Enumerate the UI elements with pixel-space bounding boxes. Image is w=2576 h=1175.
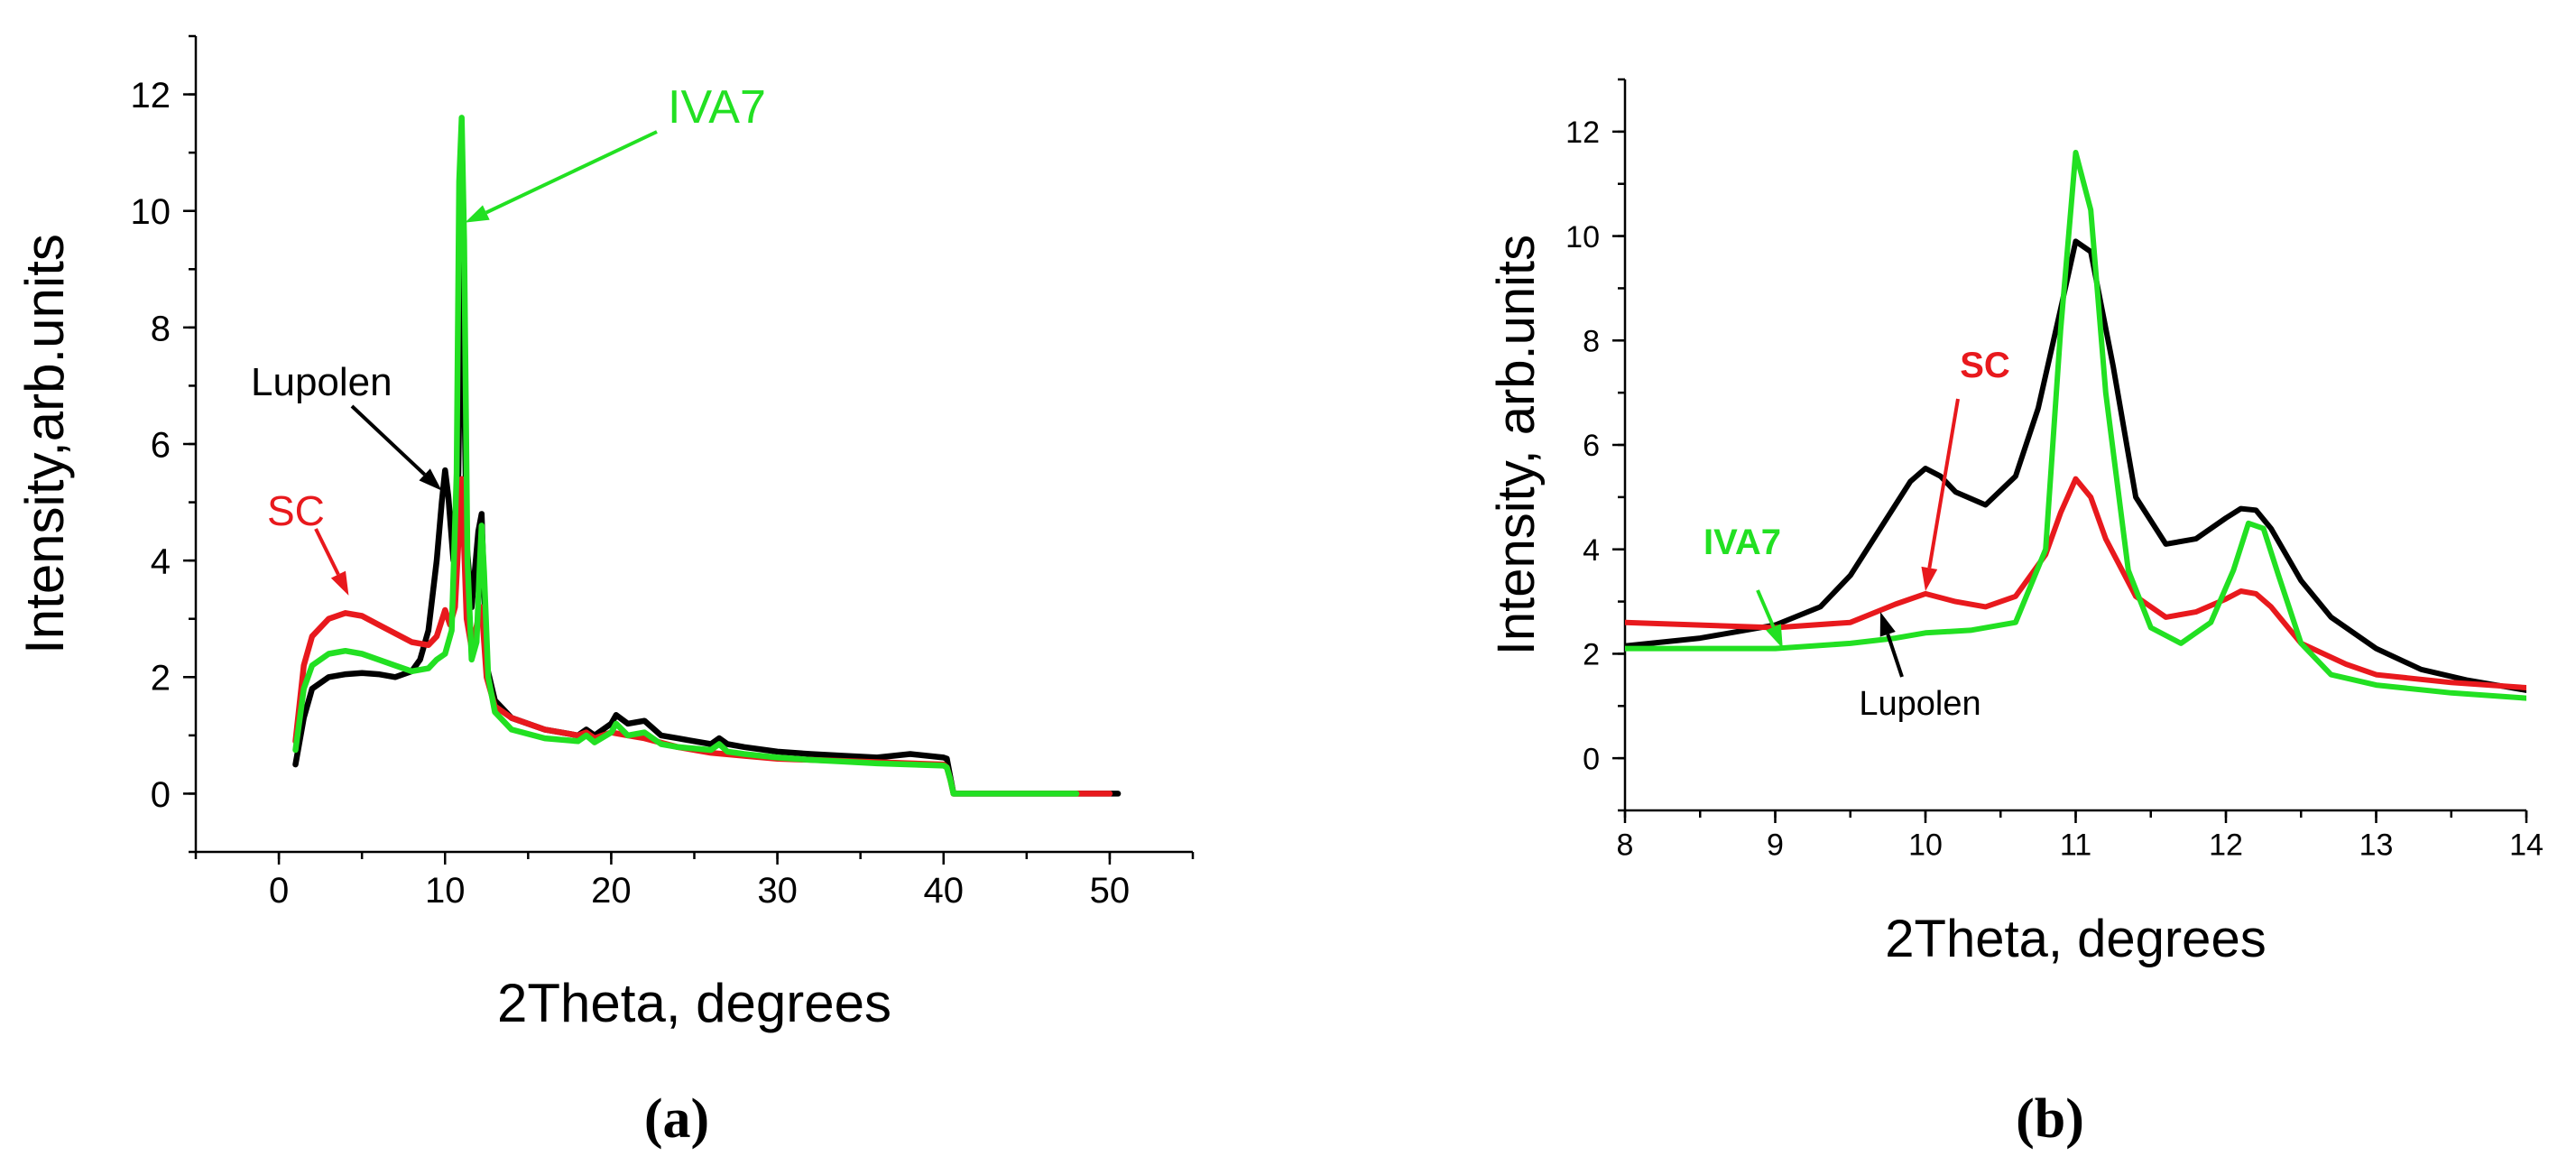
x-tick-label: 9 [1767,828,1784,863]
annotation-label: IVA7 [668,81,766,134]
x-axis-title: 2Theta, degrees [1885,910,2266,968]
y-tick-label: 6 [1583,429,1600,463]
arrow-shaft [314,528,340,576]
y-tick-label: 8 [1583,325,1600,359]
x-tick-label: 20 [591,871,632,911]
x-tick-label: 14 [2509,828,2544,863]
series-line-lupolen [1625,238,2526,693]
x-tick-label: 50 [1090,871,1131,911]
annotation-arrow [350,404,442,491]
annotation-sc: SC [267,487,349,596]
y-axis-title: Intensity, arb.units [1487,235,1546,655]
series-group [292,115,1122,797]
arrow-head [419,468,442,491]
annotation-arrow [465,130,658,223]
arrow-shaft [1886,634,1904,678]
y-tick-label: 12 [131,76,171,116]
y-tick-label: 12 [1565,116,1600,150]
y-tick-label: 10 [131,192,171,232]
x-tick-label: 11 [2060,828,2091,863]
series-line-sc [1625,476,2526,690]
x-tick-label: 0 [269,871,289,911]
series-line-iva7 [292,115,1080,797]
series-line-iva7 [1625,150,2526,701]
y-tick-label: 0 [1583,742,1600,776]
y-tick-label: 0 [151,775,171,815]
arrow-shaft [485,130,658,215]
annotation-arrow [1921,398,1960,591]
panel-a: 0 2 4 6 8 10 12 0 10 20 30 40 50 2Theta, degrees Inten… [14,34,1195,1150]
panel-label: (b) [2016,1088,2084,1150]
series-line-lupolen [292,219,1122,797]
annotation-label: SC [267,487,325,534]
annotation-arrow [314,528,349,596]
x-tick-label: 10 [425,871,466,911]
annotation-arrow [1756,589,1783,649]
x-tick-label: 30 [757,871,798,911]
x-tick-label: 8 [1617,828,1634,863]
arrow-head [465,205,490,223]
y-tick-label: 2 [1583,638,1600,672]
y-tick-label: 10 [1565,220,1600,254]
series-group [1625,150,2526,701]
annotation-lupolen: Lupolen [1859,612,1981,723]
annotation-iva7: IVA7 [465,81,766,223]
arrow-head [1766,624,1783,649]
y-tick-label: 4 [151,542,171,582]
y-tick-label: 4 [1583,533,1600,568]
panel-b: 0 2 4 6 8 10 12 8 9 10 11 12 13 14 2Theta, degrees Inte… [1487,78,2544,1150]
annotation-arrow [1879,612,1904,678]
annotation-lupolen: Lupolen [251,360,442,491]
x-tick-label: 40 [924,871,965,911]
annotation-sc: SC [1921,346,2010,591]
annotation-label: Lupolen [251,360,392,404]
arrow-shaft [1927,398,1960,569]
y-tick-label: 6 [151,425,171,465]
annotation-label: IVA7 [1703,523,1781,562]
arrow-shaft [1756,589,1776,628]
annotation-label: SC [1960,346,2010,385]
arrow-shaft [350,404,426,476]
y-axis-title: Intensity,arb.units [14,234,75,654]
annotation-iva7: IVA7 [1703,523,1783,649]
x-tick-label: 12 [2209,828,2243,863]
y-tick-label: 2 [151,659,171,699]
x-axis-title: 2Theta, degrees [497,973,891,1033]
arrow-head [330,570,349,596]
arrow-head [1879,612,1896,637]
arrow-head [1921,566,1938,591]
x-tick-label: 13 [2359,828,2394,863]
y-tick-label: 8 [151,309,171,348]
panel-label: (a) [644,1088,709,1150]
x-tick-label: 10 [1908,828,1943,863]
annotation-label: Lupolen [1859,685,1980,723]
